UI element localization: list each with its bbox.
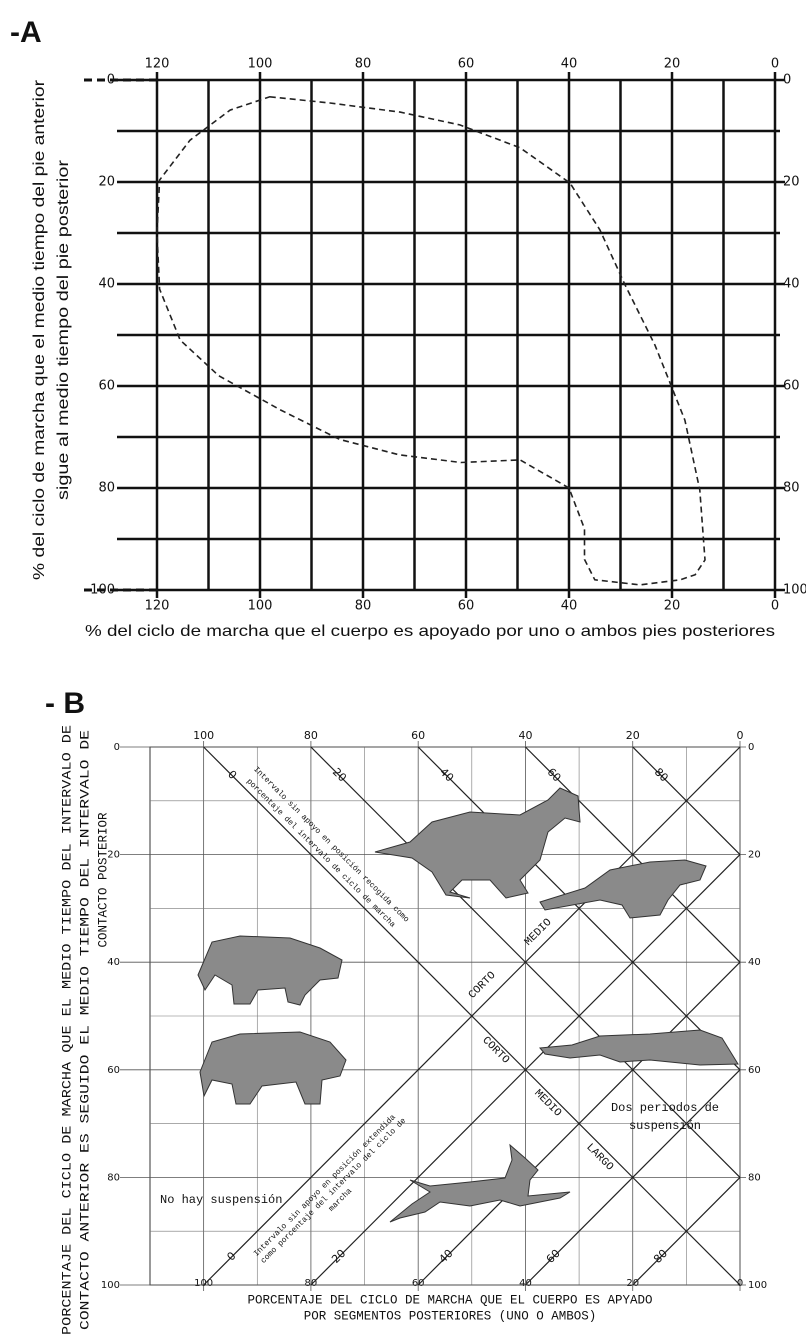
y-tick-label: 0 (107, 73, 115, 88)
y-axis-label: CONTACTO POSTERIOR (96, 812, 110, 948)
diagonal-line (310, 854, 741, 1286)
y-tick-label: 0 (783, 73, 791, 88)
buffalo (197, 935, 343, 1006)
y-tick-label: 100 (748, 1280, 767, 1291)
horse (374, 787, 581, 899)
x-tick-label: 120 (145, 599, 170, 614)
panel-label: -A (10, 16, 42, 49)
x-tick-label: 120 (145, 57, 170, 72)
note-text: como porcentaje del intervalo del ciclo … (259, 1117, 408, 1266)
y-tick-label: 0 (114, 742, 120, 753)
zone-label: No hay suspensión (160, 1193, 282, 1207)
y-axis-label: % del ciclo de marcha que el medio tiemp… (31, 79, 48, 580)
y-axis-label: sigue al medio tiempo del pie posterior (55, 159, 72, 500)
y-tick-label: 60 (748, 1065, 761, 1076)
x-tick-label: 80 (355, 599, 372, 614)
note-text: Intervalo sin apoyo en posición extendid… (252, 1113, 398, 1259)
zone-label: suspensión (629, 1119, 701, 1133)
x-tick-label: 40 (561, 57, 578, 72)
x-tick-label: 100 (194, 1278, 213, 1289)
illustrations (197, 787, 739, 1223)
y-tick-label: 40 (107, 957, 120, 968)
x-axis-label: PORCENTAJE DEL CICLO DE MARCHA QUE EL CU… (247, 1293, 652, 1307)
y-tick-label: 60 (783, 379, 800, 394)
y-tick-label: 100 (90, 583, 115, 598)
x-tick-label: 20 (664, 57, 681, 72)
y-tick-label: 100 (101, 1280, 120, 1291)
data-line (156, 95, 706, 586)
region-label: LARGO (583, 1142, 615, 1174)
y-tick-label: 20 (783, 175, 800, 190)
y-tick-label: 100 (783, 583, 806, 598)
y-tick-label: 60 (98, 379, 115, 394)
x-tick-label: 0 (737, 1278, 743, 1289)
buffalo (199, 1031, 347, 1105)
x-tick-label: 40 (561, 599, 578, 614)
x-tick-label: 40 (518, 729, 532, 742)
diagonal-line (203, 746, 741, 1286)
diagonal-line (525, 1069, 741, 1286)
y-tick-label: 40 (783, 277, 800, 292)
x-tick-label: 100 (248, 57, 273, 72)
zone-label: Dos periodos de (611, 1101, 719, 1115)
x-tick-label: 100 (248, 599, 273, 614)
y-tick-label: 0 (748, 742, 754, 753)
x-tick-label: 0 (771, 599, 779, 614)
x-tick-label: 20 (626, 729, 640, 742)
x-tick-label: 60 (412, 1278, 425, 1289)
panel-label: - B (45, 687, 85, 720)
y-tick-label: 40 (748, 957, 761, 968)
y-tick-label: 20 (98, 175, 115, 190)
y-tick-label: 20 (748, 850, 761, 861)
y-tick-label: 80 (783, 481, 800, 496)
cheetah (539, 859, 707, 919)
y-axis-label: PORCENTAJE DEL CICLO DE MARCHA QUE EL ME… (60, 725, 74, 1335)
cheetah (539, 1029, 739, 1066)
x-tick-label: 80 (304, 729, 318, 742)
x-tick-label: 100 (193, 729, 214, 742)
deer (389, 1143, 571, 1223)
diagonal-line (632, 1176, 741, 1286)
x-tick-label: 80 (305, 1278, 318, 1289)
note-text: porcentaje del intervalo de ciclo de mar… (244, 777, 396, 929)
note-text: Intervalo sin apoyo en posición recogida… (251, 765, 410, 924)
x-tick-label: 60 (411, 729, 425, 742)
y-tick-label: 80 (98, 481, 115, 496)
x-tick-label: 60 (458, 57, 475, 72)
y-tick-label: 80 (748, 1172, 761, 1183)
x-tick-label: 40 (519, 1278, 532, 1289)
x-axis-label: % del ciclo de marcha que el cuerpo es a… (85, 623, 775, 640)
diagonal-line (417, 961, 741, 1286)
note: Intervalo sin apoyo en posición recogida… (244, 765, 410, 1265)
x-tick-label: 20 (626, 1278, 639, 1289)
x-tick-label: 0 (737, 729, 744, 742)
y-tick-label: 60 (107, 1065, 120, 1076)
x-tick-label: 20 (664, 599, 681, 614)
y-tick-label: 20 (107, 850, 120, 861)
region-label: MEDIO (523, 916, 555, 948)
x-tick-label: 0 (771, 57, 779, 72)
x-tick-label: 80 (355, 57, 372, 72)
y-axis-label: CONTACTO ANTERIOR ES SEGUIDO EL MEDIO TI… (78, 730, 92, 1330)
x-tick-label: 60 (458, 599, 475, 614)
y-tick-label: 40 (98, 277, 115, 292)
y-tick-label: 80 (107, 1172, 120, 1183)
x-axis-label: POR SEGMENTOS POSTERIORES (UNO O AMBOS) (304, 1309, 597, 1323)
